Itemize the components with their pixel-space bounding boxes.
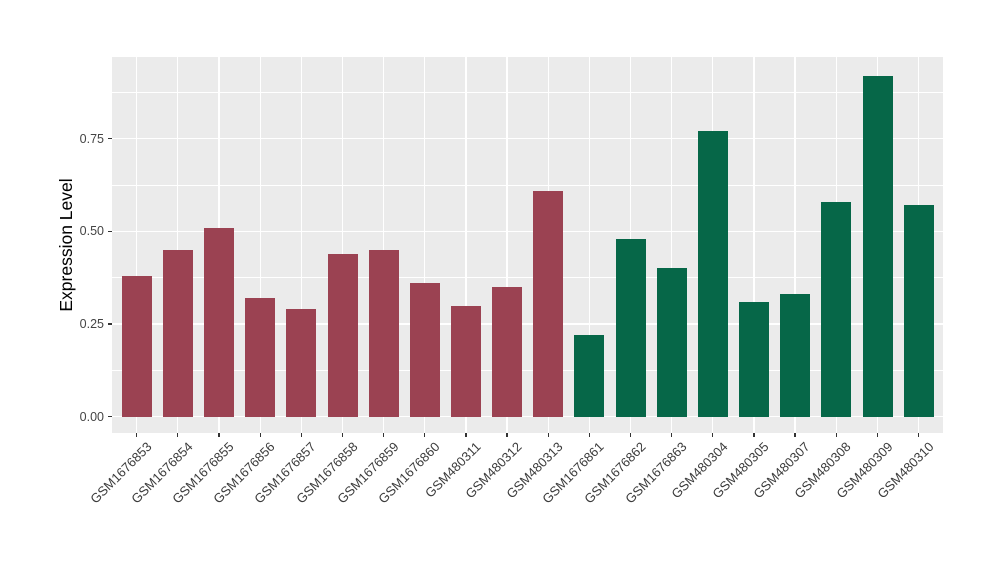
x-tick-mark	[588, 433, 591, 437]
gridline-major-vertical	[177, 57, 179, 433]
x-tick-mark	[794, 433, 796, 437]
bar-GSM1676859	[368, 249, 399, 417]
bar-GSM1676857	[286, 309, 317, 417]
x-tick-mark	[136, 433, 138, 437]
x-tick-mark	[177, 433, 179, 437]
x-tick-mark	[341, 433, 344, 437]
gridline-minor-horizontal	[112, 277, 944, 279]
bar-GSM1676853	[121, 275, 152, 417]
y-tick-label: 0.25	[79, 317, 104, 331]
gridline-major-vertical	[341, 57, 344, 433]
x-tick-mark	[917, 433, 920, 437]
gridline-major-horizontal	[112, 323, 944, 325]
bar-GSM480305	[739, 301, 769, 417]
gridline-major-vertical	[753, 57, 755, 433]
bar-GSM480312	[492, 286, 523, 417]
bar-GSM1676858	[327, 253, 358, 417]
y-tick-mark	[108, 137, 112, 140]
gridline-major-vertical	[465, 57, 467, 433]
bar-GSM1676854	[162, 249, 193, 417]
bar-GSM480309	[862, 75, 893, 417]
y-axis-title: Expression Level	[56, 178, 76, 312]
x-tick-mark	[506, 433, 508, 437]
x-tick-mark	[671, 433, 673, 437]
x-tick-mark	[382, 433, 385, 437]
bar-GSM480307	[780, 294, 811, 417]
y-tick-mark	[108, 416, 112, 418]
bar-GSM1676856	[245, 298, 276, 417]
gridline-minor-horizontal	[112, 184, 944, 186]
gridline-major-vertical	[588, 57, 591, 433]
gridline-major-vertical	[506, 57, 508, 433]
x-tick-mark	[876, 433, 879, 437]
gridline-major-vertical	[794, 57, 796, 433]
gridline-major-vertical	[136, 57, 138, 433]
bar-GSM480310	[903, 205, 934, 417]
x-tick-mark	[547, 433, 549, 437]
gridline-major-vertical	[424, 57, 426, 433]
bar-GSM480308	[821, 201, 852, 417]
plot-panel	[112, 57, 944, 433]
gridline-major-horizontal	[112, 416, 944, 418]
gridline-major-vertical	[259, 57, 261, 433]
x-tick-mark	[712, 433, 714, 437]
gridline-major-vertical	[671, 57, 673, 433]
x-tick-mark	[300, 433, 302, 437]
bar-GSM1676855	[204, 227, 234, 417]
x-tick-mark	[424, 433, 426, 437]
bar-GSM1676862	[615, 238, 646, 417]
y-tick-mark	[108, 230, 112, 232]
bar-GSM1676860	[409, 283, 440, 417]
bar-GSM1676863	[656, 268, 687, 417]
y-tick-label: 0.50	[79, 224, 104, 239]
gridline-major-vertical	[382, 57, 385, 433]
gridline-minor-horizontal	[112, 91, 944, 93]
gridline-major-vertical	[300, 57, 302, 433]
bar-GSM480311	[450, 305, 481, 417]
y-tick-label: 0.00	[79, 409, 104, 424]
gridline-minor-horizontal	[112, 369, 944, 371]
y-tick-mark	[108, 323, 112, 325]
gridline-major-horizontal	[112, 137, 944, 140]
x-tick-mark	[259, 433, 261, 437]
bar-GSM480313	[533, 190, 564, 417]
gridline-major-horizontal	[112, 230, 944, 232]
y-tick-label: 0.75	[79, 131, 104, 146]
x-tick-mark	[218, 433, 220, 437]
bar-GSM480304	[697, 131, 728, 417]
x-tick-mark	[753, 433, 755, 437]
x-tick-mark	[629, 433, 632, 437]
x-tick-mark	[465, 433, 467, 437]
x-tick-mark	[835, 433, 837, 437]
bar-GSM1676861	[574, 335, 605, 417]
